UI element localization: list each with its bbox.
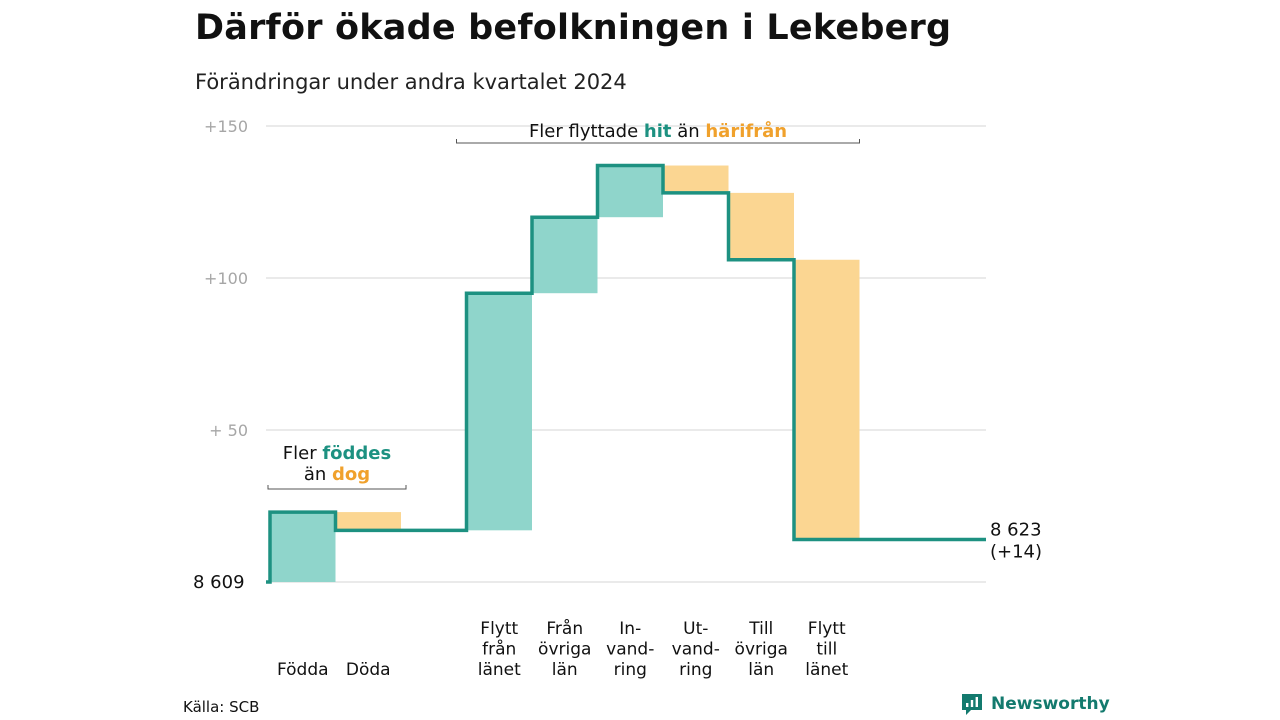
newsworthy-logo-icon: [962, 694, 982, 715]
source-note: Källa: SCB: [183, 698, 260, 716]
x-category-label: län: [552, 660, 578, 680]
annotation-segment: dog: [332, 464, 370, 485]
x-category-label: från: [482, 639, 516, 660]
waterfall-bar: [597, 165, 663, 218]
annotation-bracket: [456, 139, 860, 144]
x-category-label: ring: [679, 660, 712, 680]
end-value-label: (+14): [990, 541, 1042, 562]
annotation-bracket: [267, 485, 407, 490]
y-tick-label: + 50: [209, 421, 248, 440]
waterfall-bar: [794, 259, 860, 540]
annotation-segment: föddes: [322, 443, 391, 464]
y-tick-label: +100: [204, 269, 248, 288]
x-category-label: länet: [478, 660, 521, 680]
annotation-text: Fler föddes: [283, 443, 391, 464]
annotation-segment: än: [671, 121, 705, 142]
chart-title: Därför ökade befolkningen i Lekeberg: [195, 8, 952, 48]
waterfall-bar: [728, 192, 794, 260]
x-category-label: In-: [619, 619, 641, 639]
waterfall-bar: [335, 512, 401, 531]
brand-logo: Newsworthy: [960, 692, 1110, 716]
x-category-label: Födda: [277, 660, 329, 680]
waterfall-bar: [663, 165, 729, 193]
x-category-label: Döda: [346, 660, 391, 680]
x-category-label: övriga: [538, 640, 591, 660]
x-category-label: Ut-: [683, 619, 708, 639]
annotation-segment: Fler: [283, 443, 323, 464]
annotation-segment: än: [304, 464, 332, 485]
x-category-label: Till: [748, 619, 773, 639]
brand-name: Newsworthy: [991, 694, 1110, 714]
start-value-label: 8 609: [193, 572, 245, 593]
x-category-label: Flytt: [480, 619, 518, 639]
annotation-segment: Fler flyttade: [529, 121, 644, 142]
waterfall-bar: [466, 293, 532, 531]
waterfall-bar: [270, 512, 336, 582]
x-category-label: vand-: [606, 640, 654, 660]
cumulative-step-line: [266, 163, 986, 584]
chart-subtitle: Förändringar under andra kvartalet 2024: [195, 70, 627, 94]
end-value-label: 8 623: [990, 519, 1042, 540]
annotation-segment: hit: [644, 121, 672, 142]
x-category-label: länet: [805, 660, 848, 680]
x-category-label: till: [816, 640, 837, 660]
x-category-label: övriga: [735, 640, 788, 660]
x-category-label: län: [748, 660, 774, 680]
annotation-segment: härifrån: [705, 120, 787, 142]
y-tick-label: +150: [204, 117, 248, 136]
annotation-text: än dog: [304, 464, 370, 485]
x-category-label: vand-: [672, 640, 720, 660]
waterfall-bar: [532, 217, 598, 294]
x-category-label: ring: [614, 660, 647, 680]
x-category-label: Flytt: [808, 619, 846, 639]
annotation-text: Fler flyttade hit än härifrån: [529, 120, 787, 142]
x-category-label: Från: [546, 618, 583, 639]
